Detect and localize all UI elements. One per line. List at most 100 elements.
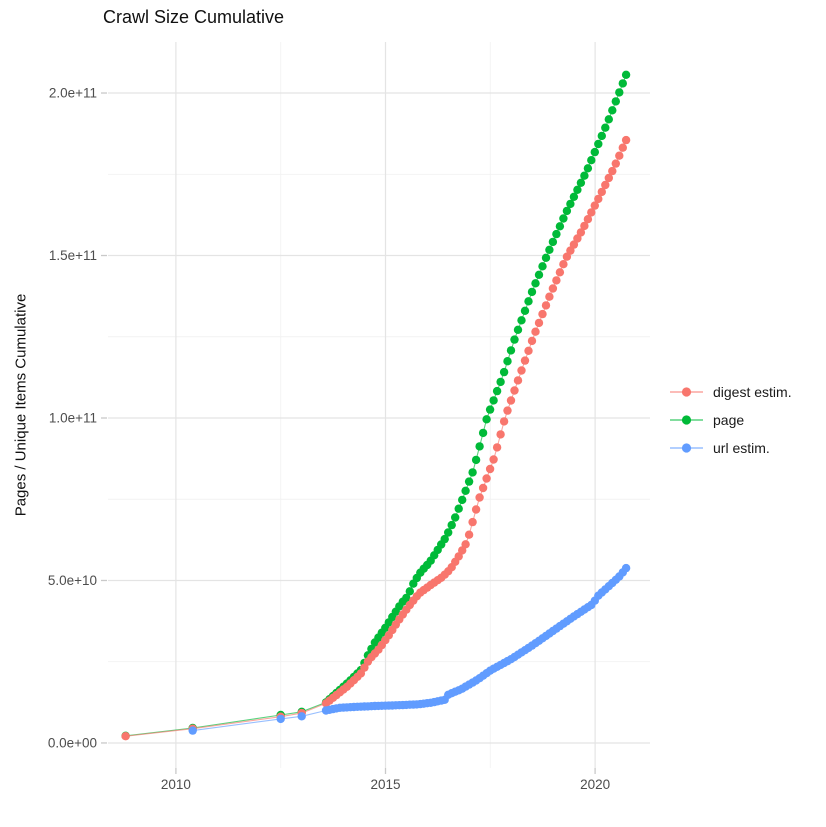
data-point [447,520,456,530]
legend-item-page: page [670,412,744,428]
data-point [559,214,568,223]
data-point [454,504,463,513]
data-point [587,156,596,165]
data-point [590,147,599,157]
data-point [621,135,631,145]
data-point [608,166,617,176]
data-point [471,505,481,514]
data-point [580,171,589,180]
data-point [538,262,547,271]
x-tick-label: 2010 [161,777,191,792]
data-point [503,357,512,366]
data-point [597,187,606,197]
data-point [615,151,624,160]
data-point [534,270,544,279]
data-point [468,517,477,527]
data-point [496,430,505,439]
data-point [517,316,526,325]
data-point [489,455,498,464]
legend-item-url-estim: url estim. [670,440,770,456]
data-point [503,406,512,415]
data-point [492,386,502,396]
data-point [548,237,558,247]
data-point [517,366,526,375]
data-point [601,180,610,190]
data-point [482,415,491,424]
data-point [621,70,631,80]
data-point [440,534,449,544]
data-point [485,464,495,474]
data-point [611,97,620,106]
data-point [297,712,306,721]
data-point [562,206,572,216]
data-point [559,260,568,269]
data-point [499,417,509,426]
data-point [555,268,565,277]
data-point [569,240,579,249]
data-point [451,513,460,522]
data-point [510,386,519,395]
data-point [573,185,582,194]
data-point [594,139,603,149]
data-point [587,208,596,217]
data-point [499,367,509,377]
y-tick-label: 1.0e+11 [49,410,97,425]
data-point [513,325,523,334]
y-tick-label: 1.5e+11 [49,248,97,263]
data-point [576,178,586,187]
data-point [590,201,599,210]
data-point [621,563,631,573]
data-point [531,279,540,288]
legend: digest estim. page url estim. [670,384,792,456]
y-axis-title: Pages / Unique Items Cumulative [12,293,30,517]
data-point [524,346,533,355]
legend-label: url estim. [713,440,770,456]
data-point [580,221,589,231]
data-point [506,346,516,355]
data-point [405,587,414,596]
data-point [510,335,519,344]
legend-key-point [681,387,692,397]
data-point [527,287,537,297]
data-point [576,228,586,237]
data-point [461,486,470,495]
data-point [464,477,474,486]
data-point [566,199,575,209]
data-point [555,222,565,231]
data-point [482,474,491,483]
data-point [611,159,620,168]
data-point [524,297,533,306]
chart-title: Crawl Size Cumulative [103,7,285,27]
data-point [569,192,579,201]
data-point [464,530,474,539]
data-point [562,252,572,261]
y-tick-label: 5.0e+10 [48,573,97,588]
data-point [604,173,613,183]
x-tick-label: 2020 [580,777,610,792]
data-point [513,376,523,385]
data-point [458,495,467,505]
data-point [545,292,554,301]
data-point [548,284,558,293]
legend-key-point [681,443,692,453]
data-point [468,468,477,477]
data-point [458,546,467,555]
data-point [618,79,627,88]
data-point [534,318,544,328]
data-point [478,428,488,438]
x-tick-label: 2015 [370,777,400,792]
series-digest-estim [121,135,631,741]
data-point [444,528,453,537]
data-point [552,229,561,239]
data-point [520,306,530,315]
gridlines-major [108,42,650,768]
data-point [545,245,554,254]
data-point [608,106,617,115]
data-point [618,143,627,152]
axes: 0.0e+00 5.0e+10 1.0e+11 1.5e+11 2.0e+11 2010 2… [48,86,610,792]
data-point [478,483,488,493]
data-point [121,732,130,741]
data-point [531,327,540,336]
data-point [506,396,516,405]
